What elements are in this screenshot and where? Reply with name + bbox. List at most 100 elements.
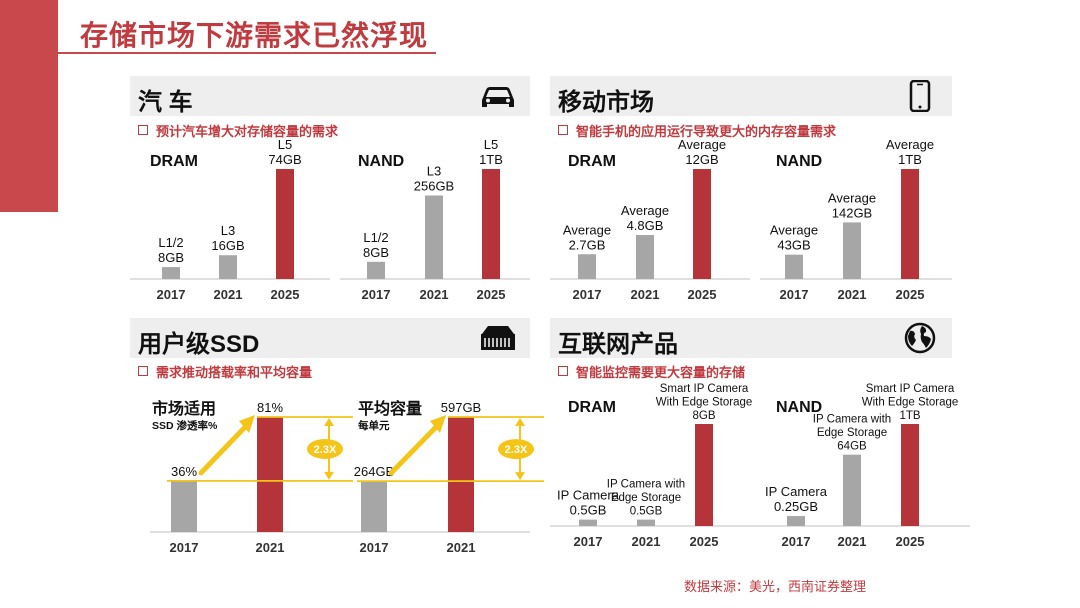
chart-category-label: 2025 bbox=[477, 287, 506, 302]
chart-category-label: 2025 bbox=[896, 287, 925, 302]
chart-data-label: Average bbox=[621, 203, 669, 218]
chart-bar bbox=[482, 169, 500, 279]
chart-category-label: 2025 bbox=[688, 287, 717, 302]
multiplier-badge bbox=[498, 439, 534, 460]
chart-category-label: 2021 bbox=[420, 287, 449, 302]
chart-subtitle: SSD 渗透率% bbox=[152, 419, 218, 432]
chart-data-label: 4.8GB bbox=[627, 218, 664, 233]
chart-bar bbox=[785, 254, 803, 279]
chart-category-label: 2025 bbox=[896, 534, 925, 549]
page-title: 存储市场下游需求已然浮现 bbox=[80, 20, 429, 51]
multiplier-arrowhead-down bbox=[515, 472, 525, 481]
chart-bar bbox=[448, 417, 474, 532]
chart-title: NAND bbox=[358, 153, 404, 170]
chart-data-label: 81% bbox=[257, 400, 283, 415]
chart-data-label: 8GB bbox=[158, 250, 184, 265]
bullet-ssd: 需求推动搭载率和平均容量 bbox=[138, 362, 312, 381]
chart-bar bbox=[219, 255, 237, 279]
chart-category-label: 2021 bbox=[214, 287, 243, 302]
chart-bar bbox=[901, 424, 919, 526]
section-header-auto: 汽 车 bbox=[130, 76, 530, 116]
chart-data-label: 36% bbox=[171, 464, 197, 479]
chart-title: DRAM bbox=[568, 399, 616, 416]
chart-bar bbox=[901, 169, 919, 279]
chart-bar bbox=[276, 169, 294, 279]
chart-bar bbox=[693, 169, 711, 279]
multiplier-arrowhead-down bbox=[324, 471, 334, 480]
chart-bar bbox=[171, 480, 197, 532]
growth-arrow bbox=[198, 420, 252, 476]
multiplier-arrowhead-up bbox=[515, 418, 525, 426]
chart-title: NAND bbox=[776, 399, 822, 416]
chart-bar bbox=[579, 519, 597, 526]
chart-title: NAND bbox=[776, 153, 822, 170]
chart-data-label: Smart IP Camera bbox=[660, 383, 749, 395]
chart-data-label: With Edge Storage bbox=[862, 397, 959, 409]
chart-category-label: 2017 bbox=[157, 287, 186, 302]
chart-data-label: 12GB bbox=[685, 152, 718, 167]
chart-category-label: 2021 bbox=[838, 287, 867, 302]
chart-bar bbox=[843, 222, 861, 279]
chart-data-label: 64GB bbox=[837, 441, 867, 453]
chart-category-label: 2021 bbox=[447, 540, 476, 555]
bullet-mobile: 智能手机的应用运行导致更大的内存容量需求 bbox=[558, 121, 836, 140]
chart-data-label: IP Camera with bbox=[813, 414, 891, 426]
chart-data-label: IP Camera bbox=[765, 484, 828, 499]
chart-data-label: IP Camera bbox=[557, 488, 620, 503]
chart-data-label: 74GB bbox=[268, 152, 301, 167]
chart-category-label: 2017 bbox=[574, 534, 603, 549]
chart-data-label: 2.7GB bbox=[569, 237, 606, 252]
multiplier-badge bbox=[307, 438, 343, 459]
chart-category-label: 2021 bbox=[838, 534, 867, 549]
chart-bar bbox=[843, 454, 861, 526]
chart-mobile-dram: DRAM2017Average2.7GB2021Average4.8GB2025… bbox=[550, 137, 750, 302]
section-title-auto: 汽 车 bbox=[138, 89, 193, 116]
multiplier-text: 2.3X bbox=[505, 444, 528, 456]
chart-category-label: 2017 bbox=[360, 540, 389, 555]
chart-data-label: L1/2 bbox=[363, 230, 388, 245]
chart-title: DRAM bbox=[150, 153, 198, 170]
chart-data-label: 0.25GB bbox=[774, 499, 818, 514]
chart-bar bbox=[361, 481, 387, 532]
chart-data-label: 1TB bbox=[479, 152, 503, 167]
section-title-iot: 互联网产品 bbox=[558, 331, 678, 358]
chart-title: 市场适用 bbox=[152, 399, 216, 418]
chart-mobile-nand: NAND2017Average43GB2021Average142GB2025A… bbox=[760, 137, 952, 302]
chart-data-label: 8GB bbox=[363, 245, 389, 260]
left-accent-block bbox=[0, 0, 58, 212]
chart-bar bbox=[578, 254, 596, 279]
chart-data-label: Average bbox=[563, 222, 611, 237]
chart-data-label: Average bbox=[678, 137, 726, 152]
chart-data-label: 1TB bbox=[899, 410, 920, 422]
section-title-mobile: 移动市场 bbox=[558, 89, 654, 116]
chart-category-label: 2021 bbox=[256, 540, 285, 555]
chart-data-label: Edge Storage bbox=[611, 492, 681, 504]
chart-category-label: 2017 bbox=[573, 287, 602, 302]
chart-data-label: 43GB bbox=[777, 238, 810, 253]
chart-data-label: L5 bbox=[278, 137, 292, 152]
chart-data-label: 264GB bbox=[354, 464, 394, 479]
chart-subtitle: 每单元 bbox=[358, 419, 390, 432]
chart-bar bbox=[695, 424, 713, 526]
chart-category-label: 2017 bbox=[362, 287, 391, 302]
growth-arrow bbox=[388, 420, 443, 476]
section-title-ssd: 用户级SSD bbox=[138, 331, 260, 358]
globe-icon bbox=[904, 322, 936, 354]
chart-category-label: 2021 bbox=[631, 287, 660, 302]
chart-category-label: 2017 bbox=[170, 540, 199, 555]
growth-arrowhead bbox=[430, 415, 446, 433]
chart-bar bbox=[636, 235, 654, 279]
chart-data-label: IP Camera with bbox=[607, 479, 685, 491]
chart-title: 平均容量 bbox=[358, 399, 422, 418]
chart-data-label: 142GB bbox=[832, 205, 872, 220]
chart-category-label: 2021 bbox=[632, 534, 661, 549]
chart-title: DRAM bbox=[568, 153, 616, 170]
section-header-iot: 互联网产品 bbox=[550, 318, 952, 358]
growth-arrowhead bbox=[239, 415, 255, 433]
chart-data-label: Average bbox=[886, 137, 934, 152]
